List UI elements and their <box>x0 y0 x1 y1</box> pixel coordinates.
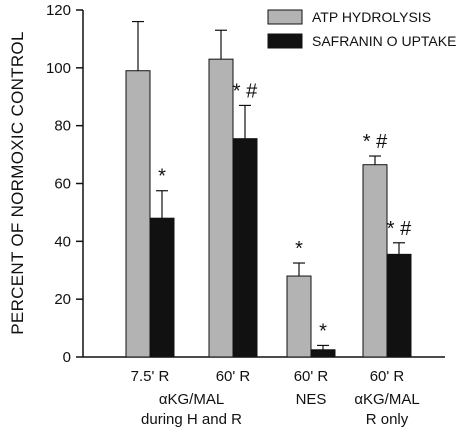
bar-atp-hydrolysis <box>125 70 151 358</box>
x-category-label: 7.5' R <box>131 368 170 385</box>
bar-safranin-uptake <box>310 349 336 358</box>
significance-mark: * # <box>363 131 388 153</box>
legend-swatch <box>267 33 303 49</box>
bar-safranin-uptake <box>149 217 175 358</box>
significance-mark: * <box>158 166 166 188</box>
bar-safranin-uptake <box>232 138 258 358</box>
significance-mark: * <box>319 320 327 342</box>
y-tick-label: 0 <box>63 349 71 366</box>
y-tick-label: 80 <box>54 118 71 135</box>
x-category-label: 60' R <box>216 368 251 385</box>
x-group-label: αKG/MAL <box>159 391 224 408</box>
legend-label: ATP HYDROLYSIS <box>312 9 431 25</box>
bar-safranin-uptake <box>386 253 412 358</box>
y-tick-label: 60 <box>54 176 71 193</box>
y-axis-title: PERCENT OF NORMOXIC CONTROL <box>8 31 27 334</box>
error-bars <box>132 20 405 350</box>
x-group-label: R only <box>366 411 409 428</box>
legend: ATP HYDROLYSIS SAFRANIN O UPTAKE <box>267 9 456 49</box>
legend-label: SAFRANIN O UPTAKE <box>312 33 456 49</box>
x-group-label: αKG/MAL <box>354 391 419 408</box>
significance-mark: * <box>295 238 303 260</box>
significance-mark: * # <box>233 80 258 102</box>
x-group-label: NES <box>296 391 327 408</box>
x-labels: 7.5' R 60' R 60' R 60' R αKG/MAL during H and… <box>131 368 420 428</box>
y-tick-label: 20 <box>54 291 71 308</box>
bar-atp-hydrolysis <box>208 58 234 358</box>
y-tick-label: 40 <box>54 233 71 250</box>
x-group-label: during H and R <box>141 411 242 428</box>
bars <box>125 58 412 358</box>
bar-atp-hydrolysis <box>362 164 388 358</box>
y-ticks: 0 20 40 60 80 100 120 <box>46 2 83 366</box>
y-tick-label: 120 <box>46 2 71 19</box>
x-category-label: 60' R <box>294 368 329 385</box>
x-category-label: 60' R <box>370 368 405 385</box>
legend-swatch <box>267 9 303 25</box>
bar-atp-hydrolysis <box>286 275 312 358</box>
y-tick-label: 100 <box>46 60 71 77</box>
significance-annotations: * * # * * # * * # <box>158 80 412 342</box>
significance-mark: * # <box>387 218 412 240</box>
